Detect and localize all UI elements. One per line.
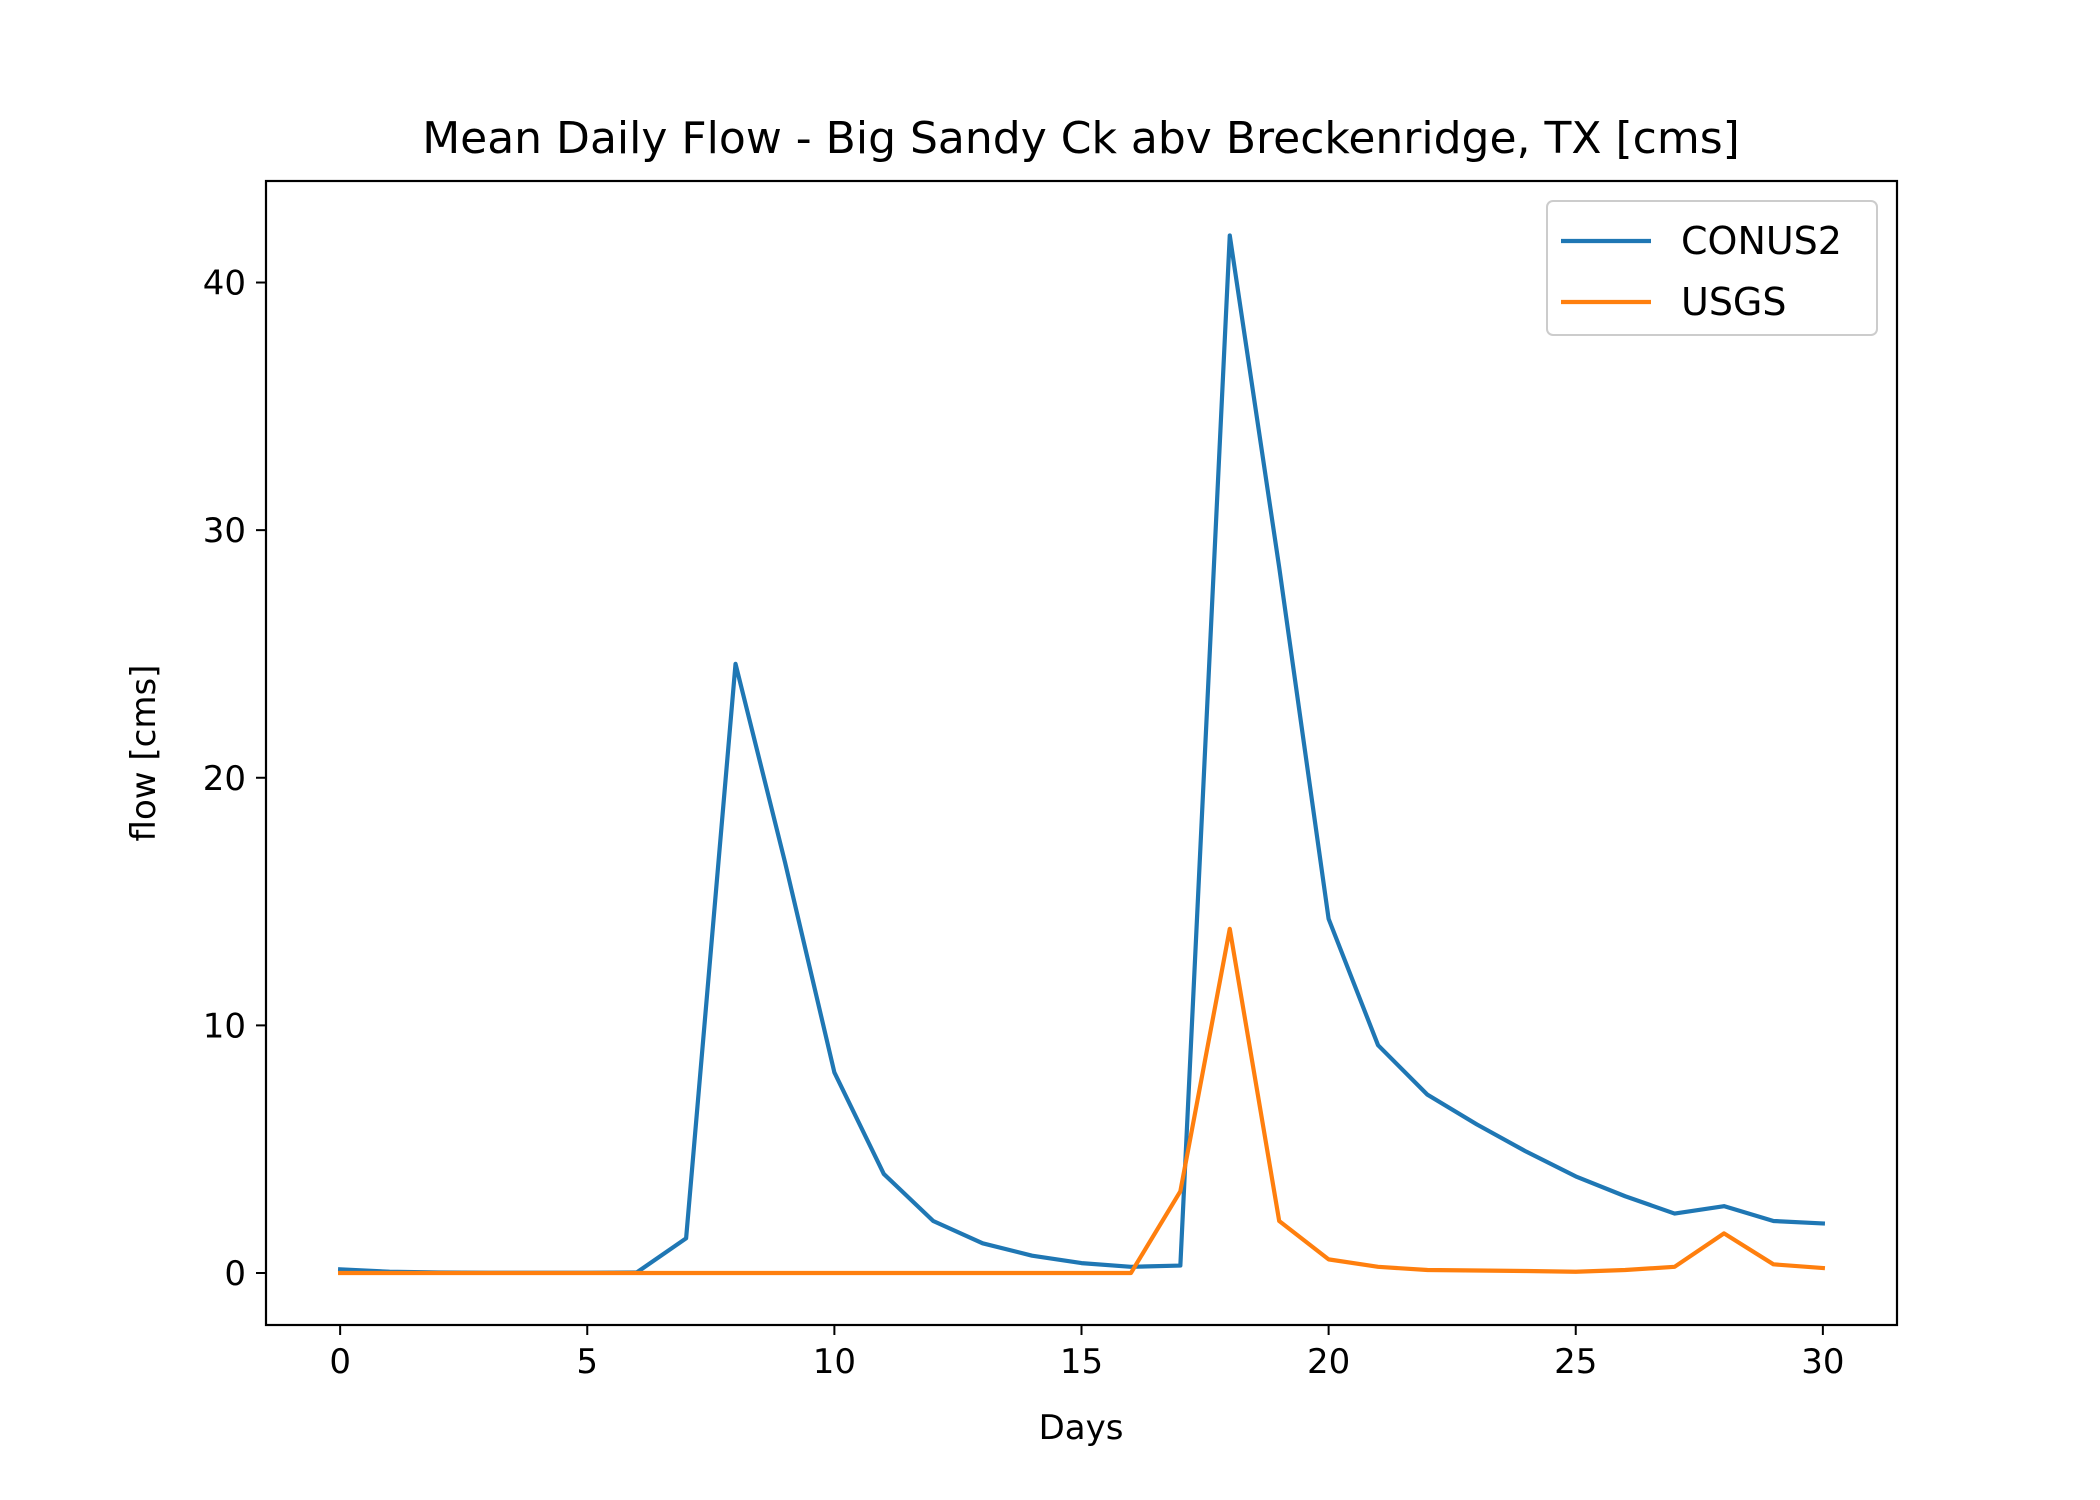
x-tick-label: 0 (329, 1342, 351, 1382)
x-tick-label: 20 (1307, 1342, 1350, 1382)
x-axis: 0 5 10 15 20 25 30 (329, 1325, 1844, 1382)
chart-title: Mean Daily Flow - Big Sandy Ck abv Breck… (422, 113, 1740, 164)
y-tick-label: 20 (203, 759, 246, 799)
y-tick-label: 10 (203, 1006, 246, 1046)
legend-label-usgs: USGS (1681, 280, 1787, 324)
x-tick-label: 30 (1801, 1342, 1844, 1382)
x-tick-label: 5 (576, 1342, 598, 1382)
series-layer (337, 233, 1826, 1276)
legend-label-conus2: CONUS2 (1681, 219, 1842, 263)
x-tick-label: 25 (1554, 1342, 1597, 1382)
x-tick-label: 10 (813, 1342, 856, 1382)
x-tick-label: 15 (1060, 1342, 1103, 1382)
y-tick-label: 0 (224, 1254, 246, 1294)
x-axis-label: Days (1039, 1408, 1124, 1448)
legend: CONUS2 USGS (1546, 200, 1878, 336)
y-axis-label: flow [cms] (124, 665, 164, 842)
y-tick-label: 40 (203, 264, 246, 304)
y-axis: 0 10 20 30 40 (203, 264, 266, 1294)
series-line-usgs (338, 926, 1826, 1276)
y-tick-label: 30 (203, 511, 246, 551)
